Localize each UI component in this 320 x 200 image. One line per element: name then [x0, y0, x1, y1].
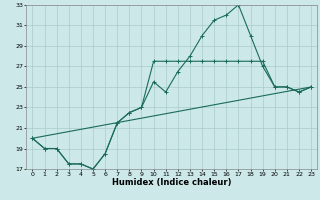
X-axis label: Humidex (Indice chaleur): Humidex (Indice chaleur): [112, 178, 232, 187]
